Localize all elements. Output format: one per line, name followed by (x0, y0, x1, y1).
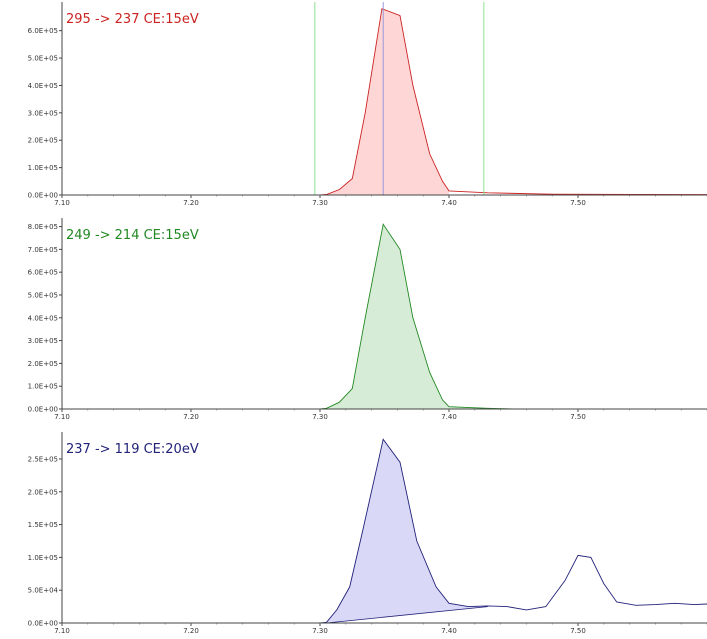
trace-line-1 (62, 8, 707, 196)
y-tick-label: 3.0E+05 (28, 337, 58, 345)
panel-title: 249 -> 214 CE:15eV (66, 228, 199, 243)
y-tick-label: 4.0E+05 (28, 82, 58, 90)
x-tick-label: 7.40 (441, 413, 457, 421)
chart-panel-3: 0.0E+00 5.0E+04 1.0E+05 1.5E+05 2.0E+05 2.5E+… (28, 432, 707, 635)
y-tick-label: 5.0E+04 (28, 587, 59, 595)
y-tick-label: 7.0E+05 (28, 246, 58, 254)
x-tick-label: 7.10 (54, 413, 70, 421)
x-tick-label: 7.20 (183, 413, 199, 421)
x-tick-label: 7.40 (441, 199, 457, 207)
y-tick-label: 6.0E+05 (28, 269, 58, 277)
y-tick-label: 6.0E+05 (28, 27, 58, 35)
y-tick-label: 2.0E+05 (28, 137, 58, 145)
x-tick-label: 7.30 (312, 199, 328, 207)
x-tick-label: 7.50 (570, 413, 586, 421)
y-tick-label: 1.0E+05 (28, 554, 58, 562)
y-tick-label: 1.0E+05 (28, 383, 58, 391)
panel-title: 237 -> 119 CE:20eV (66, 442, 199, 457)
x-tick-label: 7.30 (312, 627, 328, 635)
chart-panel-1: 0.0E+00 1.0E+05 2.0E+05 3.0E+05 4.0E+05 5.0E+… (28, 2, 707, 207)
y-tick-label: 0.0E+00 (28, 620, 58, 628)
panel-title: 295 -> 237 CE:15eV (66, 12, 199, 27)
peak-area-fill (326, 224, 514, 409)
y-tick-label: 2.0E+05 (28, 360, 58, 368)
y-tick-label: 4.0E+05 (28, 314, 58, 322)
y-tick-label: 1.5E+05 (28, 521, 58, 529)
x-tick-label: 7.50 (570, 199, 586, 207)
y-tick-label: 5.0E+05 (28, 291, 58, 299)
peak-area-fill (320, 8, 449, 195)
y-tick-label: 5.0E+05 (28, 55, 58, 63)
x-tick-label: 7.20 (183, 199, 199, 207)
y-tick-label: 0.0E+00 (28, 192, 58, 200)
y-tick-label: 8.0E+05 (28, 223, 58, 231)
peak-area-fill (326, 439, 488, 623)
y-tick-label: 1.0E+05 (28, 164, 58, 172)
trace-line-1 (62, 223, 707, 410)
x-tick-label: 7.10 (54, 199, 70, 207)
trace-line-1 (62, 438, 707, 624)
x-tick-label: 7.10 (54, 627, 70, 635)
y-tick-label: 2.5E+05 (28, 455, 58, 463)
x-tick-label: 7.20 (183, 627, 199, 635)
x-tick-label: 7.30 (312, 413, 328, 421)
y-tick-label: 2.0E+05 (28, 488, 58, 496)
y-tick-label: 0.0E+00 (28, 406, 58, 414)
y-tick-label: 3.0E+05 (28, 109, 58, 117)
chart-panel-2: 0.0E+00 1.0E+05 2.0E+05 3.0E+05 4.0E+05 5.0E+… (28, 218, 707, 421)
integration-baseline (326, 606, 488, 624)
x-tick-label: 7.40 (441, 627, 457, 635)
x-tick-label: 7.50 (570, 627, 586, 635)
